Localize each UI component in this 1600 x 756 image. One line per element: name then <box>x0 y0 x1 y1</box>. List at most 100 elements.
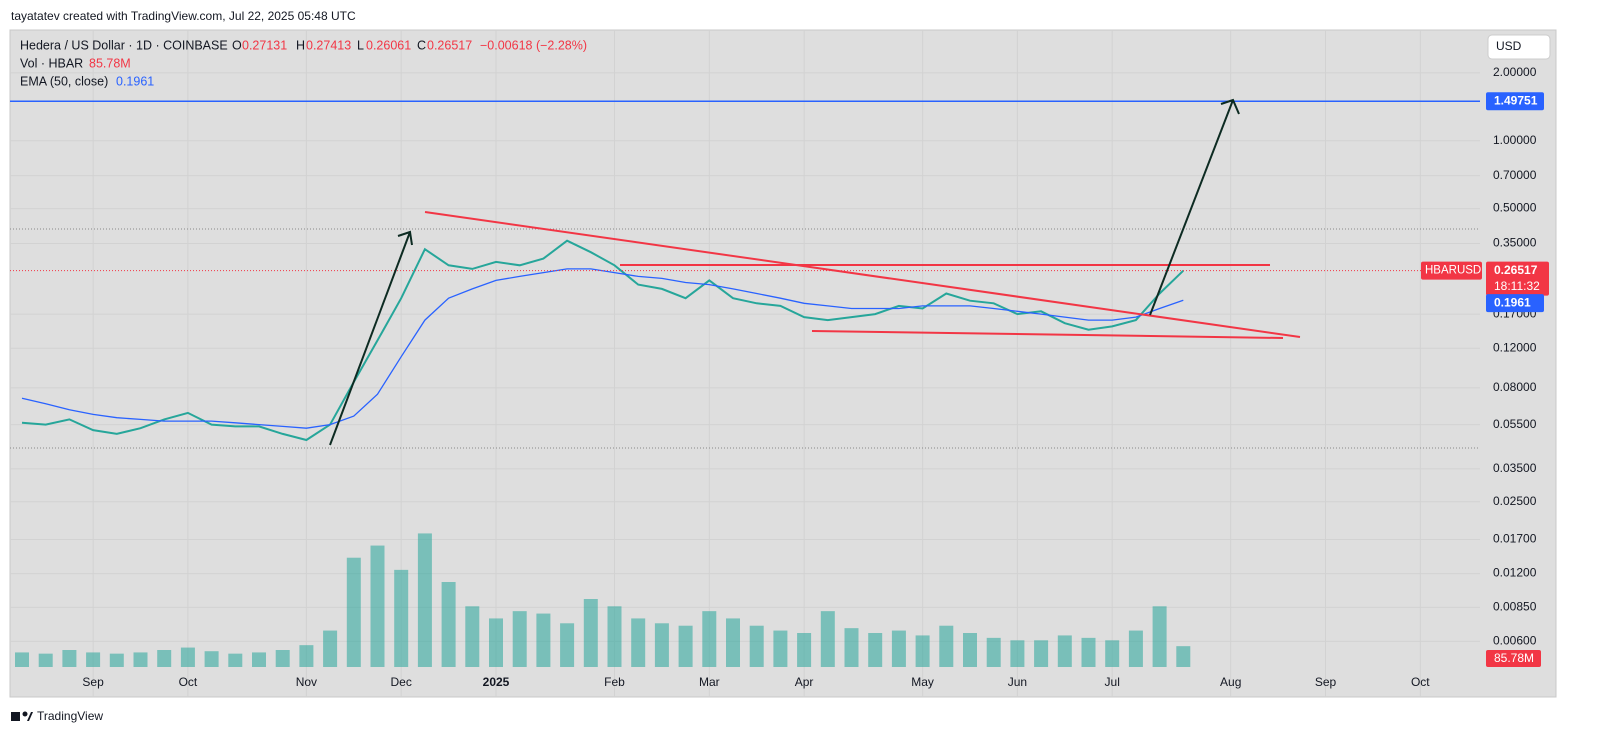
axis-labels: 2.000001.000000.700000.500000.350000.170… <box>82 65 1549 689</box>
volume-bar <box>417 533 432 667</box>
x-tick-label: May <box>911 675 934 689</box>
volume-bar <box>986 637 1001 667</box>
arrow-head <box>1220 98 1240 115</box>
brand: TradingView <box>37 709 103 723</box>
volume-bar <box>228 653 243 667</box>
x-tick-label: Sep <box>1315 675 1337 689</box>
volume-bar <box>465 606 480 667</box>
volume-bar <box>654 623 669 667</box>
legend-volume: Vol · HBAR <box>20 56 83 70</box>
volume-bar <box>915 635 930 667</box>
volume-bar <box>607 606 622 667</box>
symbol-box <box>1421 261 1482 280</box>
volume-bar <box>512 611 527 667</box>
ema-box <box>1486 294 1544 313</box>
x-tick-label: Jul <box>1105 675 1120 689</box>
support-line <box>811 330 1284 339</box>
volume-bar <box>583 599 598 667</box>
volume-bar <box>62 650 77 667</box>
y-tick-label: 0.70000 <box>1493 168 1537 182</box>
volume-bar <box>820 611 835 667</box>
volume-bar <box>891 630 906 667</box>
ohlc-value: 0.27131 <box>242 38 287 52</box>
y-tick-label: 0.03500 <box>1493 461 1537 475</box>
volume-bar <box>394 569 409 667</box>
y-tick-label: 0.00600 <box>1493 634 1537 648</box>
volume-bar <box>1057 635 1072 667</box>
change: −0.00618 (−2.28%) <box>480 38 587 52</box>
volume-bar <box>1128 630 1143 667</box>
x-tick-label: Oct <box>179 675 198 689</box>
volume-bar <box>15 652 29 667</box>
x-tick-label: Feb <box>604 675 625 689</box>
ohlc-label: L <box>357 38 364 52</box>
volume-bar <box>536 613 551 667</box>
ema-line <box>21 268 1184 429</box>
volume-bar <box>252 652 266 667</box>
volume-bar <box>157 650 172 667</box>
volume-bar <box>1010 640 1025 667</box>
arrow-shaft <box>329 231 411 446</box>
brand-logo <box>11 711 33 721</box>
y-tick-label: 0.02500 <box>1493 494 1537 508</box>
y-tick-label: 0.50000 <box>1493 201 1537 215</box>
y-tick-label: 0.05500 <box>1493 417 1537 431</box>
x-tick-label: Jun <box>1008 675 1027 689</box>
x-tick-label: Sep <box>82 675 104 689</box>
y-tick-label: 0.01200 <box>1493 566 1537 580</box>
volume-bar <box>797 633 812 667</box>
x-tick-label: Apr <box>795 675 814 689</box>
ema-value: 0.1961 <box>116 74 154 88</box>
ohlc-label: O <box>232 38 242 52</box>
price-label: 0.26517 <box>1494 263 1538 277</box>
currency[interactable]: USD <box>1496 39 1522 53</box>
volume-bar <box>86 652 101 667</box>
volume-bar <box>441 582 456 667</box>
volume-bar <box>489 618 503 667</box>
trend-line <box>424 211 1301 338</box>
volume-label: 85.78M <box>1494 651 1534 665</box>
volume-bar <box>939 625 954 667</box>
x-tick-label: Oct <box>1411 675 1430 689</box>
y-tick-label: 1.00000 <box>1493 133 1537 147</box>
volume-bar <box>1176 646 1191 667</box>
volume-bar <box>1034 640 1049 667</box>
volume-bar <box>1105 640 1120 667</box>
ohlc-value: 0.27413 <box>306 38 351 52</box>
x-tick-label: Nov <box>296 675 317 689</box>
y-tick-label: 0.35000 <box>1493 236 1537 250</box>
x-tick-label: Mar <box>699 675 720 689</box>
y-tick-label: 0.00850 <box>1493 599 1537 613</box>
legend-symbol: Hedera / US Dollar · 1D · COINBASE <box>20 38 228 52</box>
y-tick-label: 0.12000 <box>1493 340 1537 354</box>
x-tick-label: 2025 <box>483 675 510 689</box>
target-label: 1.49751 <box>1494 93 1538 107</box>
volume-bar <box>631 618 646 667</box>
volume-bar <box>1152 606 1167 667</box>
volume-bar <box>868 633 883 667</box>
price-line <box>21 239 1184 442</box>
volume-bar <box>346 557 361 667</box>
volume-bar <box>749 625 764 667</box>
chart-panel <box>9 29 1557 698</box>
target-box <box>1486 92 1544 111</box>
logo-part <box>27 712 33 721</box>
volume-bar <box>370 545 385 667</box>
author-line: tayatatev created with TradingView.com, … <box>11 9 356 23</box>
volume-bar <box>963 633 977 667</box>
currency-button[interactable] <box>1487 34 1551 60</box>
ema-label: 0.1961 <box>1494 295 1531 309</box>
arrow-head <box>397 230 413 246</box>
plot <box>10 100 1480 667</box>
volume-bar <box>726 618 740 667</box>
volume-bar <box>844 628 859 667</box>
ohlc-label: H <box>296 38 305 52</box>
volume-bar <box>275 650 290 667</box>
ohlc-value: 0.26061 <box>366 38 411 52</box>
arrow-shaft <box>1149 99 1234 316</box>
y-tick-label: 0.01700 <box>1493 532 1537 546</box>
arrow <box>329 98 1240 446</box>
countdown: 18:11:32 <box>1494 279 1540 293</box>
volume-bar <box>133 652 148 667</box>
